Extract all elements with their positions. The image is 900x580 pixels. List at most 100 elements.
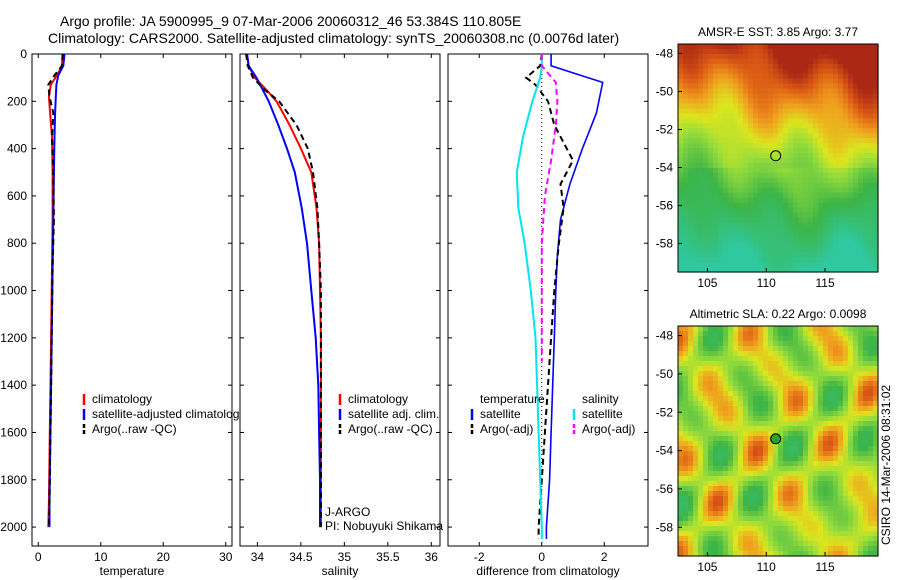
- sst-map-cell: [708, 68, 714, 75]
- salinity-xtick-label: 34: [251, 550, 265, 564]
- sst-map-cell: [868, 63, 874, 70]
- sst-map-cell: [758, 63, 764, 70]
- sst-map-cell: [763, 148, 769, 154]
- sst-map-cell: [793, 167, 799, 174]
- sst-map-cell: [763, 217, 769, 224]
- sst-map-cell: [818, 108, 824, 114]
- sla-map-cell: [773, 326, 779, 332]
- sst-map-cell: [828, 68, 834, 75]
- sla-map-cell: [808, 506, 814, 512]
- sst-map-cell: [693, 53, 699, 60]
- sst-map-cell: [778, 242, 784, 248]
- sla-map-cell: [718, 366, 724, 372]
- sla-map-cell: [803, 401, 809, 407]
- sst-map-cell: [693, 68, 699, 75]
- sst-map-cell: [798, 262, 804, 268]
- sst-map-cell: [693, 128, 699, 134]
- sst-map-cell: [828, 133, 834, 139]
- sla-map-cell: [728, 441, 734, 447]
- sst-map-cell: [753, 44, 759, 50]
- sst-map-cell: [708, 88, 714, 95]
- sla-map-cell: [693, 406, 699, 412]
- sla-map-cell: [818, 496, 824, 502]
- sla-map-cell: [753, 451, 759, 457]
- sst-map-cell: [748, 267, 754, 273]
- sla-map-cell: [708, 441, 714, 447]
- sst-map-cell: [698, 148, 704, 154]
- sla-map-cell: [828, 381, 834, 387]
- sst-map-cell: [793, 212, 799, 219]
- sst-map-cell: [683, 113, 689, 119]
- sst-map-cell: [808, 158, 814, 164]
- sst-map-cell: [853, 232, 859, 238]
- sst-map-cell: [753, 53, 759, 60]
- sla-map-cell: [753, 416, 759, 422]
- sst-map-cell: [713, 48, 719, 55]
- sla-map-cell: [838, 396, 844, 402]
- sla-map-cell: [803, 376, 809, 382]
- sla-map-cell: [693, 471, 699, 477]
- sla-map-cell: [688, 536, 694, 542]
- sla-map-cell: [768, 551, 774, 557]
- sla-map-cell: [833, 426, 839, 432]
- sst-map-cell: [683, 118, 689, 124]
- sla-map-cell: [753, 401, 759, 407]
- sst-map-cell: [758, 212, 764, 219]
- sla-map-cell: [713, 481, 719, 487]
- sla-map-cell: [698, 421, 704, 427]
- sla-map-cell: [788, 466, 794, 472]
- sla-map-cell: [693, 346, 699, 352]
- sla-map-cell: [758, 506, 764, 512]
- sst-map-cell: [793, 53, 799, 60]
- sla-map-cell: [698, 511, 704, 517]
- sla-map-cell: [803, 526, 809, 532]
- sst-map-cell: [793, 73, 799, 80]
- sst-map-cell: [828, 63, 834, 70]
- sla-map-cell: [843, 546, 849, 552]
- sla-map-cell: [818, 521, 824, 527]
- sla-map-cell: [858, 541, 864, 547]
- sla-map-cell: [683, 446, 689, 452]
- sst-map-cell: [873, 88, 879, 95]
- sla-map-cell: [863, 496, 869, 502]
- sla-map-cell: [773, 371, 779, 377]
- sst-map-cell: [728, 212, 734, 219]
- sla-map-cell: [858, 391, 864, 397]
- sst-map-cell: [823, 177, 829, 184]
- sst-map-cell: [788, 44, 794, 50]
- sla-map-cell: [768, 541, 774, 547]
- sst-map-cell: [828, 162, 834, 169]
- sst-map-cell: [713, 78, 719, 85]
- sst-map-cell: [703, 227, 709, 233]
- sla-map-cell: [798, 521, 804, 527]
- sla-map-cell: [778, 411, 784, 417]
- sst-map-cell: [823, 78, 829, 85]
- sla-map-cell: [838, 351, 844, 357]
- sla-map-cell: [748, 366, 754, 372]
- sla-map-cell: [693, 361, 699, 367]
- sla-map-cell: [763, 371, 769, 377]
- sst-map-cell: [708, 44, 714, 50]
- sla-map-cell: [823, 541, 829, 547]
- sla-map-cell: [713, 381, 719, 387]
- sst-map-cell: [733, 53, 739, 60]
- sla-map-cell: [773, 546, 779, 552]
- sla-map-cell: [833, 431, 839, 437]
- sla-map-cell: [688, 461, 694, 467]
- sla-map-cell: [743, 461, 749, 467]
- sla-map-cell: [713, 501, 719, 507]
- sst-map-cell: [848, 212, 854, 219]
- sla-map-cell: [763, 406, 769, 412]
- sla-map-cell: [858, 401, 864, 407]
- sla-map-cell: [793, 471, 799, 477]
- sla-map-cell: [723, 431, 729, 437]
- sla-map-cell: [773, 486, 779, 492]
- sla-map-cell: [788, 401, 794, 407]
- sla-map-cell: [813, 481, 819, 487]
- sla-map-cell: [698, 336, 704, 342]
- sst-map-cell: [728, 252, 734, 258]
- sst-map-cell: [718, 262, 724, 268]
- sla-map-cell: [848, 511, 854, 517]
- sst-map-cell: [853, 108, 859, 114]
- sst-map-cell: [808, 58, 814, 65]
